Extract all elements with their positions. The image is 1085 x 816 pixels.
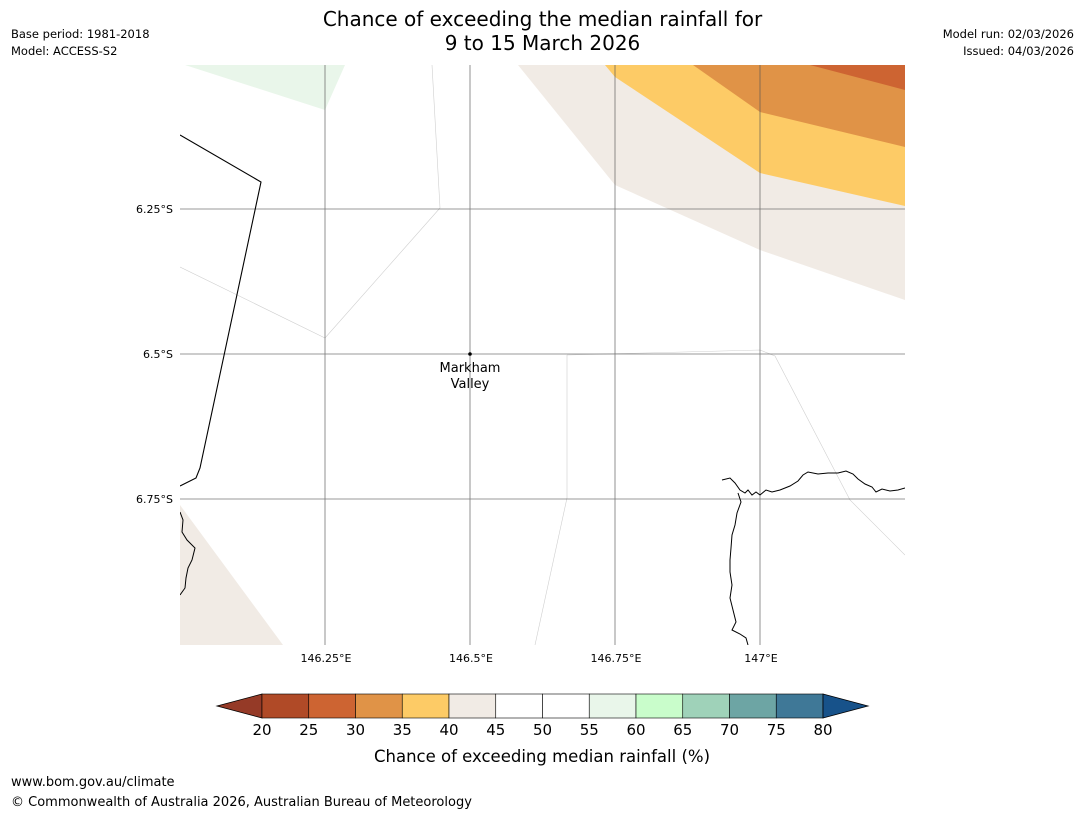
colorbar-under-arrow: [215, 693, 263, 719]
region-30-35-ne: [693, 65, 905, 147]
lat-label-6-5: 6.5°S: [143, 348, 173, 361]
coastline-southwest: [180, 511, 196, 596]
title-line-1: Chance of exceeding the median rainfall …: [322, 7, 763, 31]
colorbar-swatch-40-45: [448, 693, 497, 719]
lon-label-147: 147°E: [744, 652, 777, 665]
colorbar-tick-25: 25: [299, 721, 318, 739]
model-text: Model: ACCESS-S2: [11, 44, 118, 58]
colorbar-tick-60: 60: [626, 721, 645, 739]
region-55-60-nw: [185, 65, 345, 110]
lon-label-146-5: 146.5°E: [449, 652, 493, 665]
lon-label-146-75: 146.75°E: [591, 652, 642, 665]
colorbar-swatch-30-35: [355, 693, 403, 719]
colorbar-tick-45: 45: [486, 721, 505, 739]
gridlines: [180, 65, 905, 645]
colorbar-swatch-20-25: [261, 693, 310, 719]
colorbar-tick-70: 70: [720, 721, 739, 739]
coastline-huon-gulf: [721, 470, 905, 496]
footer-copyright: © Commonwealth of Australia 2026, Austra…: [11, 795, 472, 810]
colorbar-tick-80: 80: [813, 721, 832, 739]
colorbar-tick-75: 75: [767, 721, 786, 739]
colorbar-swatch-35-40: [401, 693, 450, 719]
region-40-45-sw: [180, 505, 283, 645]
lon-label-146-25: 146.25°E: [301, 652, 352, 665]
colorbar-swatch-65-70: [682, 693, 730, 719]
contour-line-1: [180, 65, 441, 339]
colorbar-tick-40: 40: [439, 721, 458, 739]
map-panel: [180, 65, 905, 645]
colorbar-swatch-75-80: [775, 693, 824, 719]
contour-line-2: [566, 349, 905, 556]
colorbar-swatch-55-60: [588, 693, 637, 719]
title-line-2: 9 to 15 March 2026: [444, 31, 641, 55]
coastline-river: [729, 492, 749, 645]
meta-left: Base period: 1981-2018 Model: ACCESS-S2: [11, 26, 150, 60]
colorbar-swatch-50-55: [542, 693, 590, 719]
colorbar-over-arrow: [822, 693, 870, 719]
region-25-30-ne: [810, 65, 905, 90]
place-marker: [468, 352, 472, 356]
model-run-text: Model run: 02/03/2026: [942, 27, 1074, 41]
place-label-line-1: Markham: [440, 361, 501, 376]
colorbar-tick-20: 20: [252, 721, 271, 739]
chart-title: Chance of exceeding the median rainfall …: [0, 7, 1085, 55]
lat-label-6-25: 6.25°S: [136, 203, 173, 216]
meta-right: Model run: 02/03/2026 Issued: 04/03/2026: [943, 26, 1074, 60]
colorbar-swatch-25-30: [308, 693, 356, 719]
colorbar-tick-50: 50: [533, 721, 552, 739]
colorbar-tick-65: 65: [673, 721, 692, 739]
issued-text: Issued: 04/03/2026: [963, 44, 1074, 58]
colorbar-tick-30: 30: [346, 721, 365, 739]
place-label-line-2: Valley: [451, 377, 490, 392]
footer-url[interactable]: www.bom.gov.au/climate: [11, 775, 175, 790]
colorbar-swatch-70-75: [729, 693, 777, 719]
colorbar: 20 25 30 35 40 45 50 55 60 65 70 75 80 Chance of exc…: [215, 693, 870, 766]
colorbar-tick-35: 35: [393, 721, 412, 739]
border-line-west: [180, 134, 262, 487]
colorbar-label: Chance of exceeding median rainfall (%): [374, 747, 710, 766]
colorbar-swatch-45-50: [495, 693, 543, 719]
base-period-text: Base period: 1981-2018: [11, 27, 150, 41]
contour-line-3: [534, 355, 568, 645]
lat-label-6-75: 6.75°S: [136, 493, 173, 506]
colorbar-tick-55: 55: [580, 721, 599, 739]
colorbar-swatch-60-65: [635, 693, 684, 719]
